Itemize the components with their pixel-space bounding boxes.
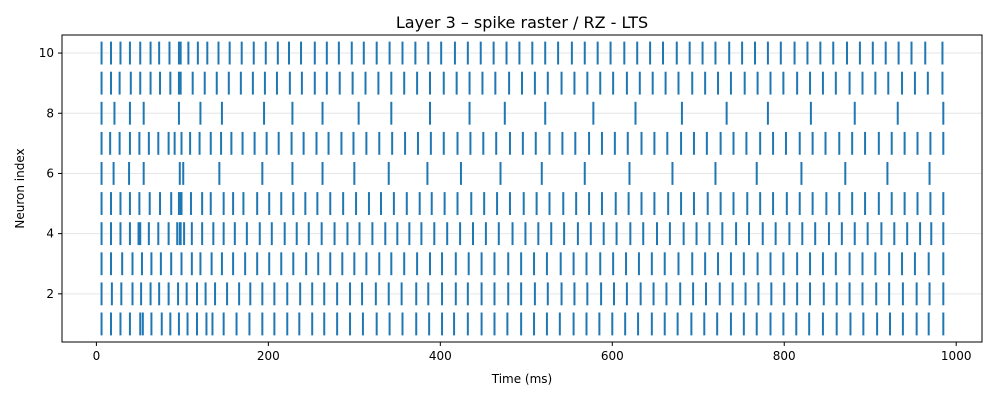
y-tick-label: 6 (46, 166, 54, 180)
x-axis-label: Time (ms) (491, 372, 553, 386)
plot-frame (61, 34, 983, 343)
x-tick-label: 0 (93, 349, 101, 363)
chart-title: Layer 3 – spike raster / RZ - LTS (396, 13, 648, 32)
x-tick-label: 600 (601, 349, 624, 363)
x-tick-label: 800 (773, 349, 796, 363)
y-tick-label: 2 (46, 287, 54, 301)
spike-marks (100, 41, 945, 336)
y-tick-label: 10 (39, 46, 54, 60)
y-axis-label: Neuron index (13, 148, 27, 228)
x-tick-label: 1000 (941, 349, 972, 363)
y-tick-label: 8 (46, 106, 54, 120)
axes: 0 200 400 600 800 1000 2 4 6 8 10 (39, 46, 972, 363)
x-tick-label: 200 (257, 349, 280, 363)
x-tick-label: 400 (429, 349, 452, 363)
y-tick-label: 4 (46, 227, 54, 241)
